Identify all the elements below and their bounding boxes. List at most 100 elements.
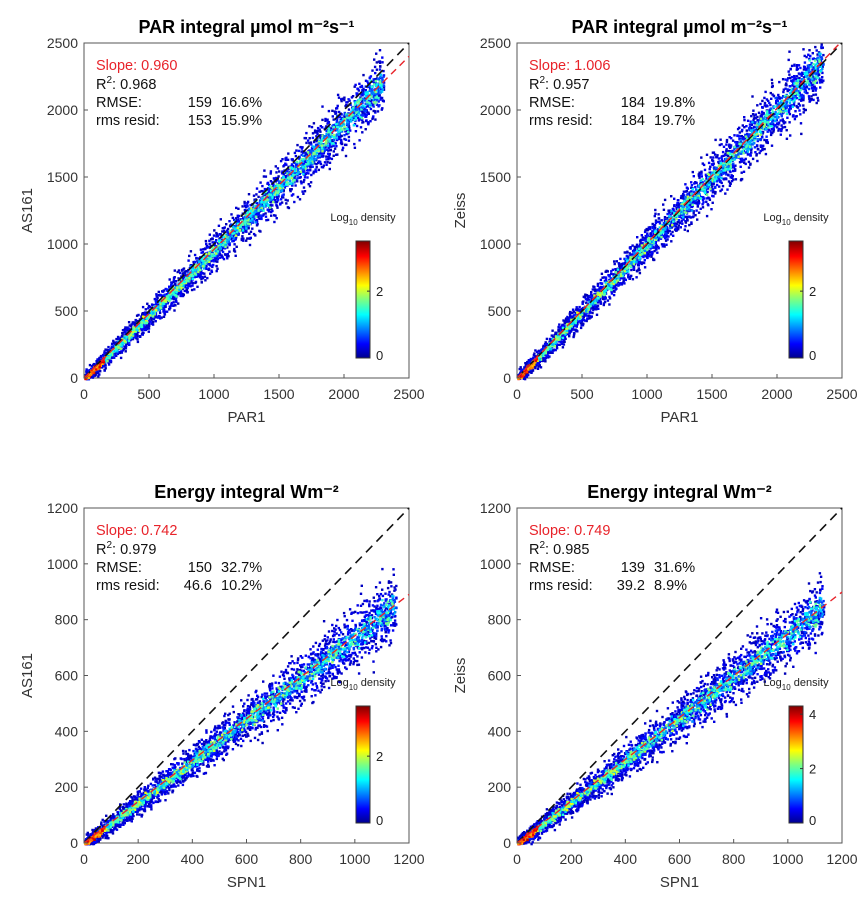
density-cell (115, 354, 118, 357)
density-cell (323, 149, 326, 153)
density-cell (155, 308, 158, 312)
density-cell (257, 215, 260, 219)
density-cell (295, 160, 299, 164)
density-cell (155, 302, 158, 305)
density-cell (215, 260, 218, 263)
density-cell (657, 213, 660, 216)
density-cell (225, 255, 229, 258)
density-cell (695, 209, 698, 212)
density-cell (780, 113, 783, 117)
density-cell (135, 337, 138, 340)
density-cell (263, 169, 266, 172)
density-cell (267, 210, 270, 213)
density-cell (254, 215, 258, 218)
density-cell (284, 198, 287, 202)
density-cell (264, 215, 268, 218)
density-cell (262, 213, 265, 216)
density-cell (285, 181, 288, 184)
density-cell (218, 256, 222, 259)
density-cell (255, 218, 259, 222)
density-cell (109, 359, 113, 362)
density-cell (263, 187, 267, 191)
density-cell (278, 170, 281, 173)
density-cell (381, 56, 384, 59)
density-cell (290, 176, 294, 180)
density-cell (128, 337, 131, 340)
density-cell (307, 183, 310, 186)
density-cell (353, 146, 357, 149)
density-cell (307, 172, 310, 175)
density-cell (158, 314, 161, 318)
density-cell (114, 341, 117, 345)
density-cell (103, 351, 106, 355)
density-cell (276, 191, 279, 194)
density-cell (699, 207, 702, 210)
density-cell (151, 315, 155, 318)
density-cell (271, 181, 274, 184)
density-cell (366, 121, 370, 124)
density-cell (320, 152, 324, 155)
density-cell (345, 101, 348, 104)
density-cell (267, 183, 271, 187)
density-cell (359, 115, 362, 119)
density-cell (232, 237, 236, 240)
density-cell (717, 157, 721, 160)
density-cell (653, 249, 656, 253)
density-cell (204, 239, 208, 243)
density-cell (275, 217, 278, 220)
density-cell (353, 122, 357, 126)
density-cell (377, 94, 380, 97)
density-cell (353, 85, 356, 88)
density-cell (750, 148, 753, 152)
density-cell (216, 234, 220, 238)
density-cell (135, 314, 139, 317)
chart-title: PAR integral µmol m⁻²s⁻¹ (138, 17, 354, 37)
density-cell (351, 95, 355, 98)
density-cell (124, 347, 128, 350)
density-cell (259, 230, 262, 233)
density-cell (169, 306, 172, 310)
density-cell (213, 258, 216, 261)
density-cell (269, 172, 272, 175)
density-cell (258, 199, 262, 202)
density-cell (336, 104, 339, 108)
slope-stat: Slope: 0.960 (96, 58, 177, 74)
density-cell (134, 318, 137, 322)
density-cell (297, 157, 301, 160)
density-cell (366, 105, 369, 108)
density-cell (321, 118, 324, 122)
density-cell (156, 299, 159, 302)
density-cell (245, 239, 248, 242)
density-cell (226, 246, 229, 249)
density-cell (291, 165, 295, 168)
density-cell (235, 206, 238, 210)
density-cell (99, 355, 102, 359)
density-cell (311, 155, 314, 159)
density-cell (317, 161, 321, 164)
density-cell (244, 221, 247, 224)
density-cell (301, 146, 304, 149)
density-cell (378, 104, 381, 107)
density-cell (382, 69, 385, 73)
density-cell (309, 141, 313, 144)
density-cell (308, 125, 311, 128)
density-cell (261, 197, 264, 200)
density-cell (179, 271, 182, 275)
density-cell (236, 219, 239, 222)
density-cell (590, 291, 593, 294)
density-cell (154, 320, 157, 323)
density-cell (596, 304, 600, 307)
density-cell (779, 119, 782, 122)
density-cell (216, 246, 220, 250)
density-cell (332, 154, 335, 157)
density-cell (108, 356, 111, 359)
density-cell (363, 113, 367, 116)
density-cell (208, 242, 211, 246)
density-cell (257, 195, 260, 199)
density-cell (209, 257, 212, 260)
density-cell (314, 168, 317, 171)
density-cell (343, 134, 346, 137)
density-cell (228, 250, 231, 253)
density-cell (371, 104, 374, 107)
density-cell (224, 245, 227, 249)
